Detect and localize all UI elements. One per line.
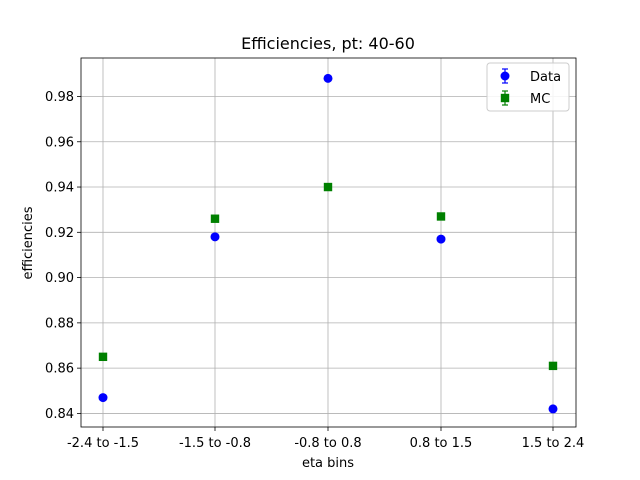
- x-tick-label: 0.8 to 1.5: [410, 436, 473, 451]
- y-tick-label: 0.98: [45, 90, 74, 105]
- y-tick-label: 0.86: [45, 362, 74, 377]
- data-point-data: [436, 234, 446, 244]
- legend-marker-mc: [500, 93, 510, 103]
- y-tick-label: 0.88: [45, 316, 74, 331]
- y-tick-label: 0.94: [45, 181, 74, 196]
- x-tick-label: -2.4 to -1.5: [67, 436, 139, 451]
- data-point-mc: [436, 212, 446, 221]
- legend-label-mc: MC: [530, 92, 550, 107]
- x-axis-title: eta bins: [302, 456, 354, 471]
- legend: Data MC: [486, 62, 570, 112]
- data-point-data: [548, 404, 558, 414]
- y-tick-label: 0.92: [45, 226, 74, 241]
- y-axis-title: efficiencies: [21, 206, 36, 279]
- legend-label-data: Data: [530, 70, 561, 85]
- data-point-mc: [210, 214, 220, 223]
- data-point-mc: [98, 352, 108, 362]
- data-markers: [98, 73, 558, 414]
- y-tick-label: 0.90: [45, 271, 74, 286]
- y-tick-label: 0.84: [45, 407, 74, 422]
- data-point-data: [323, 73, 333, 83]
- plot-axes: -2.4 to -1.5 -1.5 to -0.8 -0.8 to 0.8 0.8 t…: [45, 57, 585, 451]
- data-point-mc: [323, 182, 333, 192]
- x-tick-label: -1.5 to -0.8: [179, 436, 251, 451]
- plot-frame: [80, 57, 577, 428]
- x-tick-label: -0.8 to 0.8: [294, 436, 361, 451]
- legend-marker-data: [500, 71, 510, 81]
- chart-title: Efficiencies, pt: 40-60: [241, 34, 415, 53]
- data-point-data: [210, 232, 220, 242]
- data-point-mc: [548, 361, 558, 371]
- y-tick-label: 0.96: [45, 135, 74, 150]
- x-tick-label: 1.5 to 2.4: [522, 436, 585, 451]
- data-point-data: [98, 393, 108, 403]
